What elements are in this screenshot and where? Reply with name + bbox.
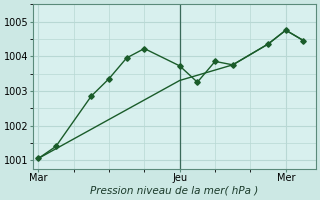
X-axis label: Pression niveau de la mer( hPa ): Pression niveau de la mer( hPa ): [90, 186, 259, 196]
